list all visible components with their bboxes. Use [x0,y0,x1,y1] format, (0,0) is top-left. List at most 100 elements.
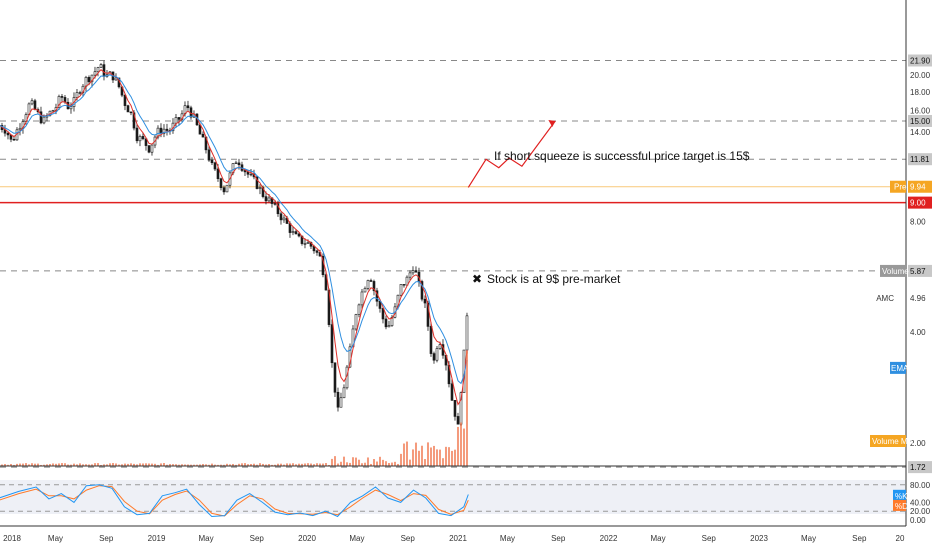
candle [99,63,103,68]
red-line-tag [908,196,932,209]
candle-body [138,136,142,142]
volume-bar [144,463,147,466]
volume-bar [393,461,396,466]
volume-bar [435,449,438,466]
candle-body [39,111,43,124]
volume-bar [375,461,378,466]
volume-bar [324,463,327,466]
candle-body [174,117,178,124]
volume-bar [60,463,63,466]
time-tick-label: Sep [702,534,717,543]
volume-bar [318,463,321,466]
candle [78,90,82,95]
candle-body [267,197,271,202]
volume-bar [291,463,294,466]
volume-bar [459,422,462,466]
candle [213,161,217,171]
volume-bar [6,464,9,466]
volume-bar [45,464,48,466]
price-tick-label: 8.00 [910,217,926,226]
candle-body [84,77,88,87]
volume-bar [165,464,168,466]
candle [402,284,406,288]
level-tag [908,264,932,277]
volume-bar [402,443,405,466]
volume-bar [177,464,180,466]
candle-body [279,213,283,221]
candle [45,113,49,122]
candle-body [411,270,415,274]
volume-bar [93,463,96,466]
candle [240,161,244,173]
volume-bar [327,464,330,466]
annotations: If short squeeze is successful price tar… [467,119,750,286]
volume-legend-tag [880,264,906,277]
volume-bar [96,463,99,466]
stoch-k-line [0,484,469,518]
candle [342,384,346,399]
volume-bar [162,463,165,466]
time-tick-label: Sep [852,534,867,543]
candle-body [147,145,151,153]
candle-body [6,132,10,136]
volume-bar [249,463,252,466]
candle [33,98,37,111]
volume-bar [363,462,366,466]
candle-body [297,233,301,237]
candle-body [51,110,55,112]
k-legend-tag [893,489,906,501]
candle-body [276,203,280,215]
candle-body [357,304,361,315]
time-tick-label: 2020 [298,534,316,543]
candle [147,145,151,154]
volume-bar [315,463,318,466]
candle-body [456,416,460,425]
volume-bar [63,463,66,466]
volume-bar [312,464,315,466]
target-arrow-path [467,120,556,188]
volume-bar [309,463,312,466]
candle [174,113,178,128]
candle-body [255,176,259,189]
volume-bar [429,447,432,466]
candle [177,117,181,125]
candle [315,249,319,256]
candle-body [93,71,97,76]
volume-bar [78,463,81,466]
candle-body [225,184,229,193]
volume-bar [15,463,18,466]
target-annotation: If short squeeze is successful price tar… [494,149,750,163]
candle-body [429,326,433,354]
k-legend-label: %K [895,492,908,501]
premarket-tag [890,180,906,193]
candle-body [99,64,103,68]
candle-body [402,284,406,286]
d-legend-label: %D [895,502,908,511]
premarket-value-tag [908,180,932,193]
candle [360,289,364,311]
volume-bar [237,463,240,466]
volume-bar [171,464,174,466]
candle [381,307,385,324]
volume-bar [417,450,420,466]
volume-bar [186,464,189,466]
price-tick-label: 4.00 [910,328,926,337]
stoch-tick-label: 0.00 [910,516,926,525]
candle [165,123,169,136]
volume-bar [123,463,126,466]
candle-body [333,362,337,393]
volume-bar [384,461,387,466]
volume-bar [285,463,288,466]
candle-body [102,64,106,77]
volume-bar [441,458,444,466]
candle-body [12,139,16,141]
candle [408,270,412,281]
volume-bar [420,445,423,466]
volume-bar [150,463,153,466]
candle-body [366,280,370,289]
candle-body [150,144,154,153]
level-tag [908,114,932,127]
candle [429,322,433,357]
volume-bar [153,463,156,466]
volume-bar [9,464,12,466]
